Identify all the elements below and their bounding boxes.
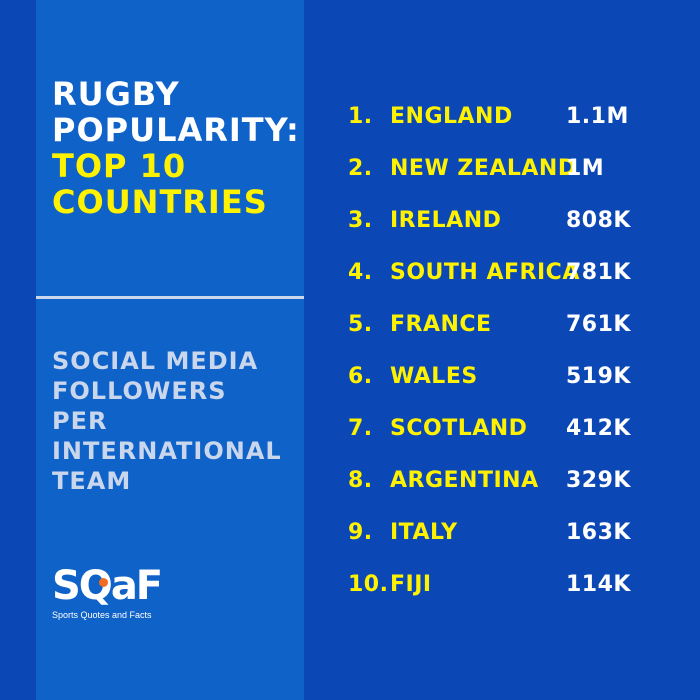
rugby-ball-icon bbox=[99, 578, 108, 587]
followers-value: 1.1M bbox=[566, 104, 629, 129]
subtitle-line: SOCIAL MEDIA bbox=[52, 347, 259, 375]
sqaf-logo: SQaF Sports Quotes and Facts bbox=[52, 566, 222, 636]
left-panel: RUGBY POPULARITY: TOP 10 COUNTRIES SOCIA… bbox=[36, 0, 304, 700]
table-row: 5. FRANCE 761K bbox=[348, 302, 678, 354]
rank-number: 7. bbox=[348, 416, 373, 441]
table-row: 4. SOUTH AFRICA 781K bbox=[348, 250, 678, 302]
logo-tagline: Sports Quotes and Facts bbox=[52, 610, 152, 620]
logo-mark: SQaF bbox=[52, 563, 163, 609]
table-row: 10. FIJI 114K bbox=[348, 562, 678, 614]
country-name: IRELAND bbox=[390, 208, 502, 233]
country-name: ENGLAND bbox=[390, 104, 513, 129]
subtitle: SOCIAL MEDIA FOLLOWERS PER INTERNATIONAL… bbox=[52, 346, 302, 496]
subtitle-line: INTERNATIONAL bbox=[52, 437, 282, 465]
page-title: RUGBY POPULARITY: TOP 10 COUNTRIES bbox=[52, 76, 302, 220]
country-name: SCOTLAND bbox=[390, 416, 528, 441]
rank-number: 8. bbox=[348, 468, 373, 493]
title-line-highlight: TOP 10 bbox=[52, 147, 187, 185]
table-row: 3. IRELAND 808K bbox=[348, 198, 678, 250]
table-row: 1. ENGLAND 1.1M bbox=[348, 94, 678, 146]
followers-value: 329K bbox=[566, 468, 631, 493]
country-name: ITALY bbox=[390, 520, 458, 545]
followers-value: 781K bbox=[566, 260, 631, 285]
followers-value: 412K bbox=[566, 416, 631, 441]
followers-value: 1M bbox=[566, 156, 605, 181]
table-row: 6. WALES 519K bbox=[348, 354, 678, 406]
title-line: RUGBY bbox=[52, 75, 180, 113]
subtitle-line: FOLLOWERS bbox=[52, 377, 227, 405]
country-name: SOUTH AFRICA bbox=[390, 260, 580, 285]
table-row: 7. SCOTLAND 412K bbox=[348, 406, 678, 458]
followers-value: 761K bbox=[566, 312, 631, 337]
logo-mark-text: SQaF bbox=[52, 563, 163, 609]
table-row: 9. ITALY 163K bbox=[348, 510, 678, 562]
title-line: POPULARITY: bbox=[52, 111, 300, 149]
rank-number: 2. bbox=[348, 156, 373, 181]
followers-value: 163K bbox=[566, 520, 631, 545]
followers-value: 114K bbox=[566, 572, 631, 597]
followers-value: 519K bbox=[566, 364, 631, 389]
country-name: FRANCE bbox=[390, 312, 492, 337]
country-name: WALES bbox=[390, 364, 478, 389]
rank-number: 6. bbox=[348, 364, 373, 389]
table-row: 8. ARGENTINA 329K bbox=[348, 458, 678, 510]
rank-number: 3. bbox=[348, 208, 373, 233]
rank-number: 1. bbox=[348, 104, 373, 129]
country-name: ARGENTINA bbox=[390, 468, 539, 493]
subtitle-line: TEAM bbox=[52, 467, 132, 495]
rank-number: 5. bbox=[348, 312, 373, 337]
followers-value: 808K bbox=[566, 208, 631, 233]
rank-number: 10. bbox=[348, 572, 389, 597]
rank-number: 9. bbox=[348, 520, 373, 545]
rank-number: 4. bbox=[348, 260, 373, 285]
country-name: FIJI bbox=[390, 572, 432, 597]
country-name: NEW ZEALAND bbox=[390, 156, 577, 181]
divider bbox=[36, 296, 304, 299]
subtitle-line: PER bbox=[52, 407, 108, 435]
table-row: 2. NEW ZEALAND 1M bbox=[348, 146, 678, 198]
title-line-highlight: COUNTRIES bbox=[52, 183, 268, 221]
ranking-table: 1. ENGLAND 1.1M 2. NEW ZEALAND 1M 3. IRELAND 808… bbox=[348, 94, 678, 614]
